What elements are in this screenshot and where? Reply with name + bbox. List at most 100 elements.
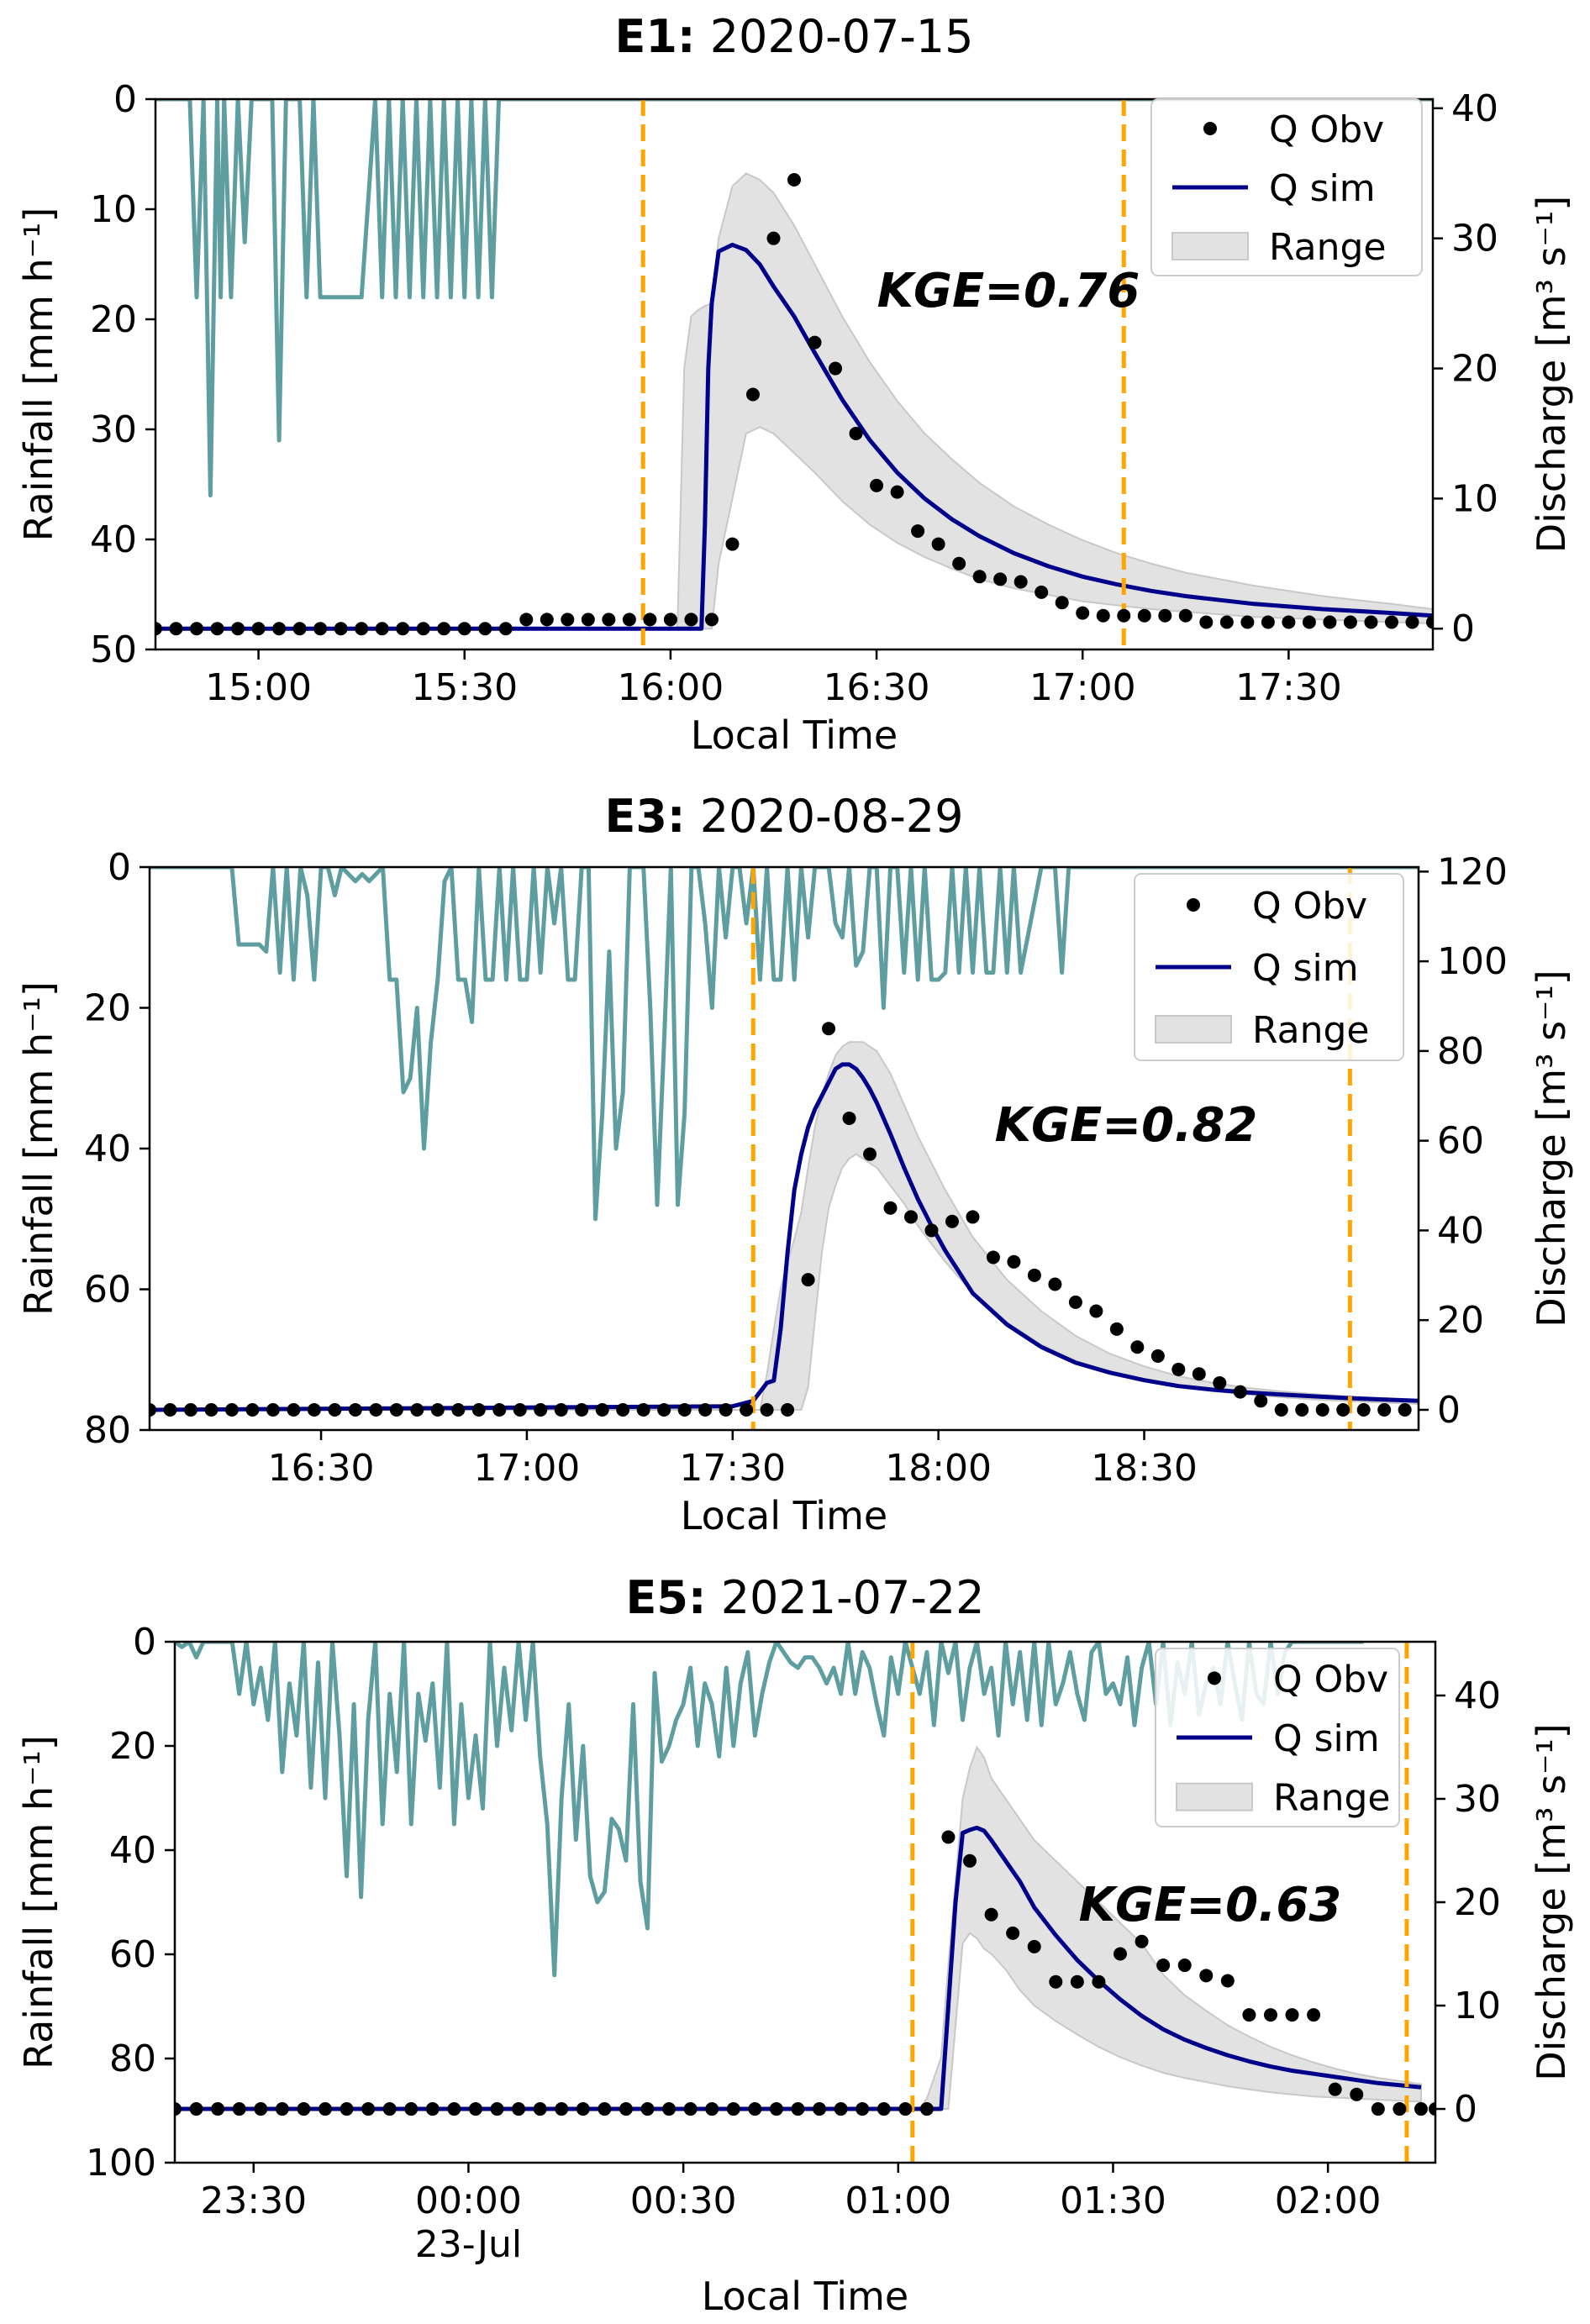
q-obs-point bbox=[1254, 1394, 1268, 1408]
legend-sim-label: Q sim bbox=[1252, 947, 1359, 990]
q-obs-point bbox=[425, 2102, 440, 2116]
chart-panel-E3: 0 20 40 60 80 0 20 40 60 80 100 120 16:30 17:00 17:30 1… bbox=[16, 790, 1574, 1538]
q-obs-point bbox=[576, 2102, 590, 2116]
q-obs-point bbox=[842, 1111, 856, 1125]
q-obs-point bbox=[870, 478, 884, 492]
rain-tick-label: 10 bbox=[90, 188, 137, 231]
q-obs-point bbox=[251, 622, 266, 636]
q-obs-point bbox=[1414, 2102, 1428, 2116]
q-obs-point bbox=[313, 622, 328, 636]
q-obs-point bbox=[636, 1402, 650, 1417]
q-obs-point bbox=[369, 1402, 383, 1417]
plot-area bbox=[155, 99, 1433, 649]
q-obs-point bbox=[1048, 1277, 1062, 1291]
chart-title-date: 2020-08-29 bbox=[686, 790, 964, 843]
x-tick-label: 01:30 bbox=[1060, 2179, 1166, 2222]
rain-tick-label: 40 bbox=[109, 1829, 156, 1872]
q-obs-point bbox=[1158, 608, 1172, 623]
q-obs-point bbox=[1192, 1367, 1206, 1381]
q-obs-point bbox=[663, 613, 677, 627]
q-obs-point bbox=[769, 2102, 783, 2116]
q-obs-point bbox=[1114, 1947, 1127, 1961]
discharge-tick-label: 30 bbox=[1451, 218, 1498, 260]
q-obs-point bbox=[993, 572, 1008, 586]
kge-annotation: KGE=0.63 bbox=[1079, 1878, 1342, 1932]
q-obs-point bbox=[963, 1853, 977, 1868]
q-obs-point bbox=[382, 2102, 397, 2116]
q-obs-point bbox=[856, 2102, 870, 2116]
q-obs-point bbox=[834, 2102, 848, 2116]
y-axis-label-right: Discharge [m³ s⁻¹] bbox=[1529, 196, 1574, 553]
discharge-tick-label: 40 bbox=[1437, 1209, 1484, 1252]
q-obs-point bbox=[471, 1402, 486, 1417]
rainfall-line bbox=[155, 99, 1433, 498]
q-obs-point bbox=[437, 622, 451, 636]
q-obs-point bbox=[447, 2102, 461, 2116]
q-obs-point bbox=[704, 613, 719, 627]
y-axis-label-right: Discharge [m³ s⁻¹] bbox=[1529, 1723, 1574, 2080]
q-obs-point bbox=[211, 2102, 225, 2116]
q-obs-point bbox=[232, 2102, 246, 2116]
q-obs-point bbox=[726, 2102, 740, 2116]
x-tick-label: 23:30 bbox=[200, 2179, 307, 2222]
q-obs-point bbox=[245, 1402, 260, 1417]
discharge-tick-label: 20 bbox=[1437, 1299, 1484, 1342]
x-tick-label: 16:30 bbox=[268, 1447, 375, 1490]
q-obs-point bbox=[1130, 1340, 1145, 1354]
q-obs-point bbox=[677, 1402, 692, 1417]
legend-box bbox=[1155, 1648, 1400, 1827]
chart-title-event: E1: bbox=[614, 10, 695, 63]
legend-obs-label: Q Obv bbox=[1252, 885, 1367, 928]
q-obs-point bbox=[1240, 615, 1255, 629]
q-sim-line bbox=[175, 1825, 1422, 2111]
discharge-tick-label: 10 bbox=[1451, 477, 1498, 520]
q-obs-point bbox=[748, 2102, 762, 2116]
q-obs-point bbox=[183, 1402, 197, 1417]
q-obs-point bbox=[622, 613, 636, 627]
q-obs-point bbox=[1307, 2008, 1321, 2022]
x-tick-label: 17:30 bbox=[1235, 666, 1342, 709]
q-obs-point bbox=[169, 622, 183, 636]
q-obs-point bbox=[883, 1201, 898, 1215]
q-obs-point bbox=[1150, 1349, 1165, 1363]
q-obs-point bbox=[602, 613, 616, 627]
q-obs-point bbox=[575, 1402, 589, 1417]
q-obs-point bbox=[904, 1210, 918, 1224]
q-obs-point bbox=[555, 2102, 569, 2116]
q-sim-line bbox=[155, 242, 1433, 631]
q-obs-point bbox=[190, 622, 204, 636]
discharge-tick-label: 30 bbox=[1454, 1778, 1501, 1821]
q-obs-point bbox=[348, 1402, 362, 1417]
q-obs-point bbox=[1027, 1268, 1041, 1282]
q-obs-point bbox=[1282, 615, 1296, 629]
x-tick-label: 15:30 bbox=[411, 666, 518, 709]
q-obs-point bbox=[318, 2102, 332, 2116]
kge-annotation: KGE=0.76 bbox=[877, 264, 1140, 318]
q-obs-point bbox=[297, 2102, 311, 2116]
q-obs-point bbox=[986, 1250, 1000, 1265]
rain-tick-label: 20 bbox=[84, 987, 131, 1030]
q-obs-point bbox=[1076, 606, 1090, 620]
discharge-tick-label: 40 bbox=[1451, 87, 1498, 130]
q-obs-point bbox=[512, 2102, 526, 2116]
q-obs-point bbox=[457, 622, 471, 636]
legend-range-marker bbox=[1171, 232, 1249, 260]
q-obs-point bbox=[619, 2102, 633, 2116]
q-obs-point bbox=[430, 1402, 445, 1417]
q-obs-point bbox=[808, 335, 822, 350]
q-obs-point bbox=[307, 1402, 321, 1417]
q-obs-point bbox=[966, 1210, 980, 1224]
q-obs-point bbox=[175, 2102, 182, 2116]
q-obs-point bbox=[1323, 615, 1337, 629]
q-obs-point bbox=[1013, 575, 1028, 589]
legend-range-marker bbox=[1176, 1782, 1253, 1811]
q-obs-point bbox=[478, 622, 492, 636]
discharge-tick-label: 0 bbox=[1454, 2088, 1477, 2131]
q-obs-point bbox=[163, 1402, 177, 1417]
q-obs-point bbox=[266, 1402, 280, 1417]
q-obs-point bbox=[150, 1402, 156, 1417]
q-obs-point bbox=[1006, 1926, 1020, 1940]
q-obs-point bbox=[898, 2102, 913, 2116]
x-tick-label: 01:00 bbox=[845, 2179, 951, 2222]
